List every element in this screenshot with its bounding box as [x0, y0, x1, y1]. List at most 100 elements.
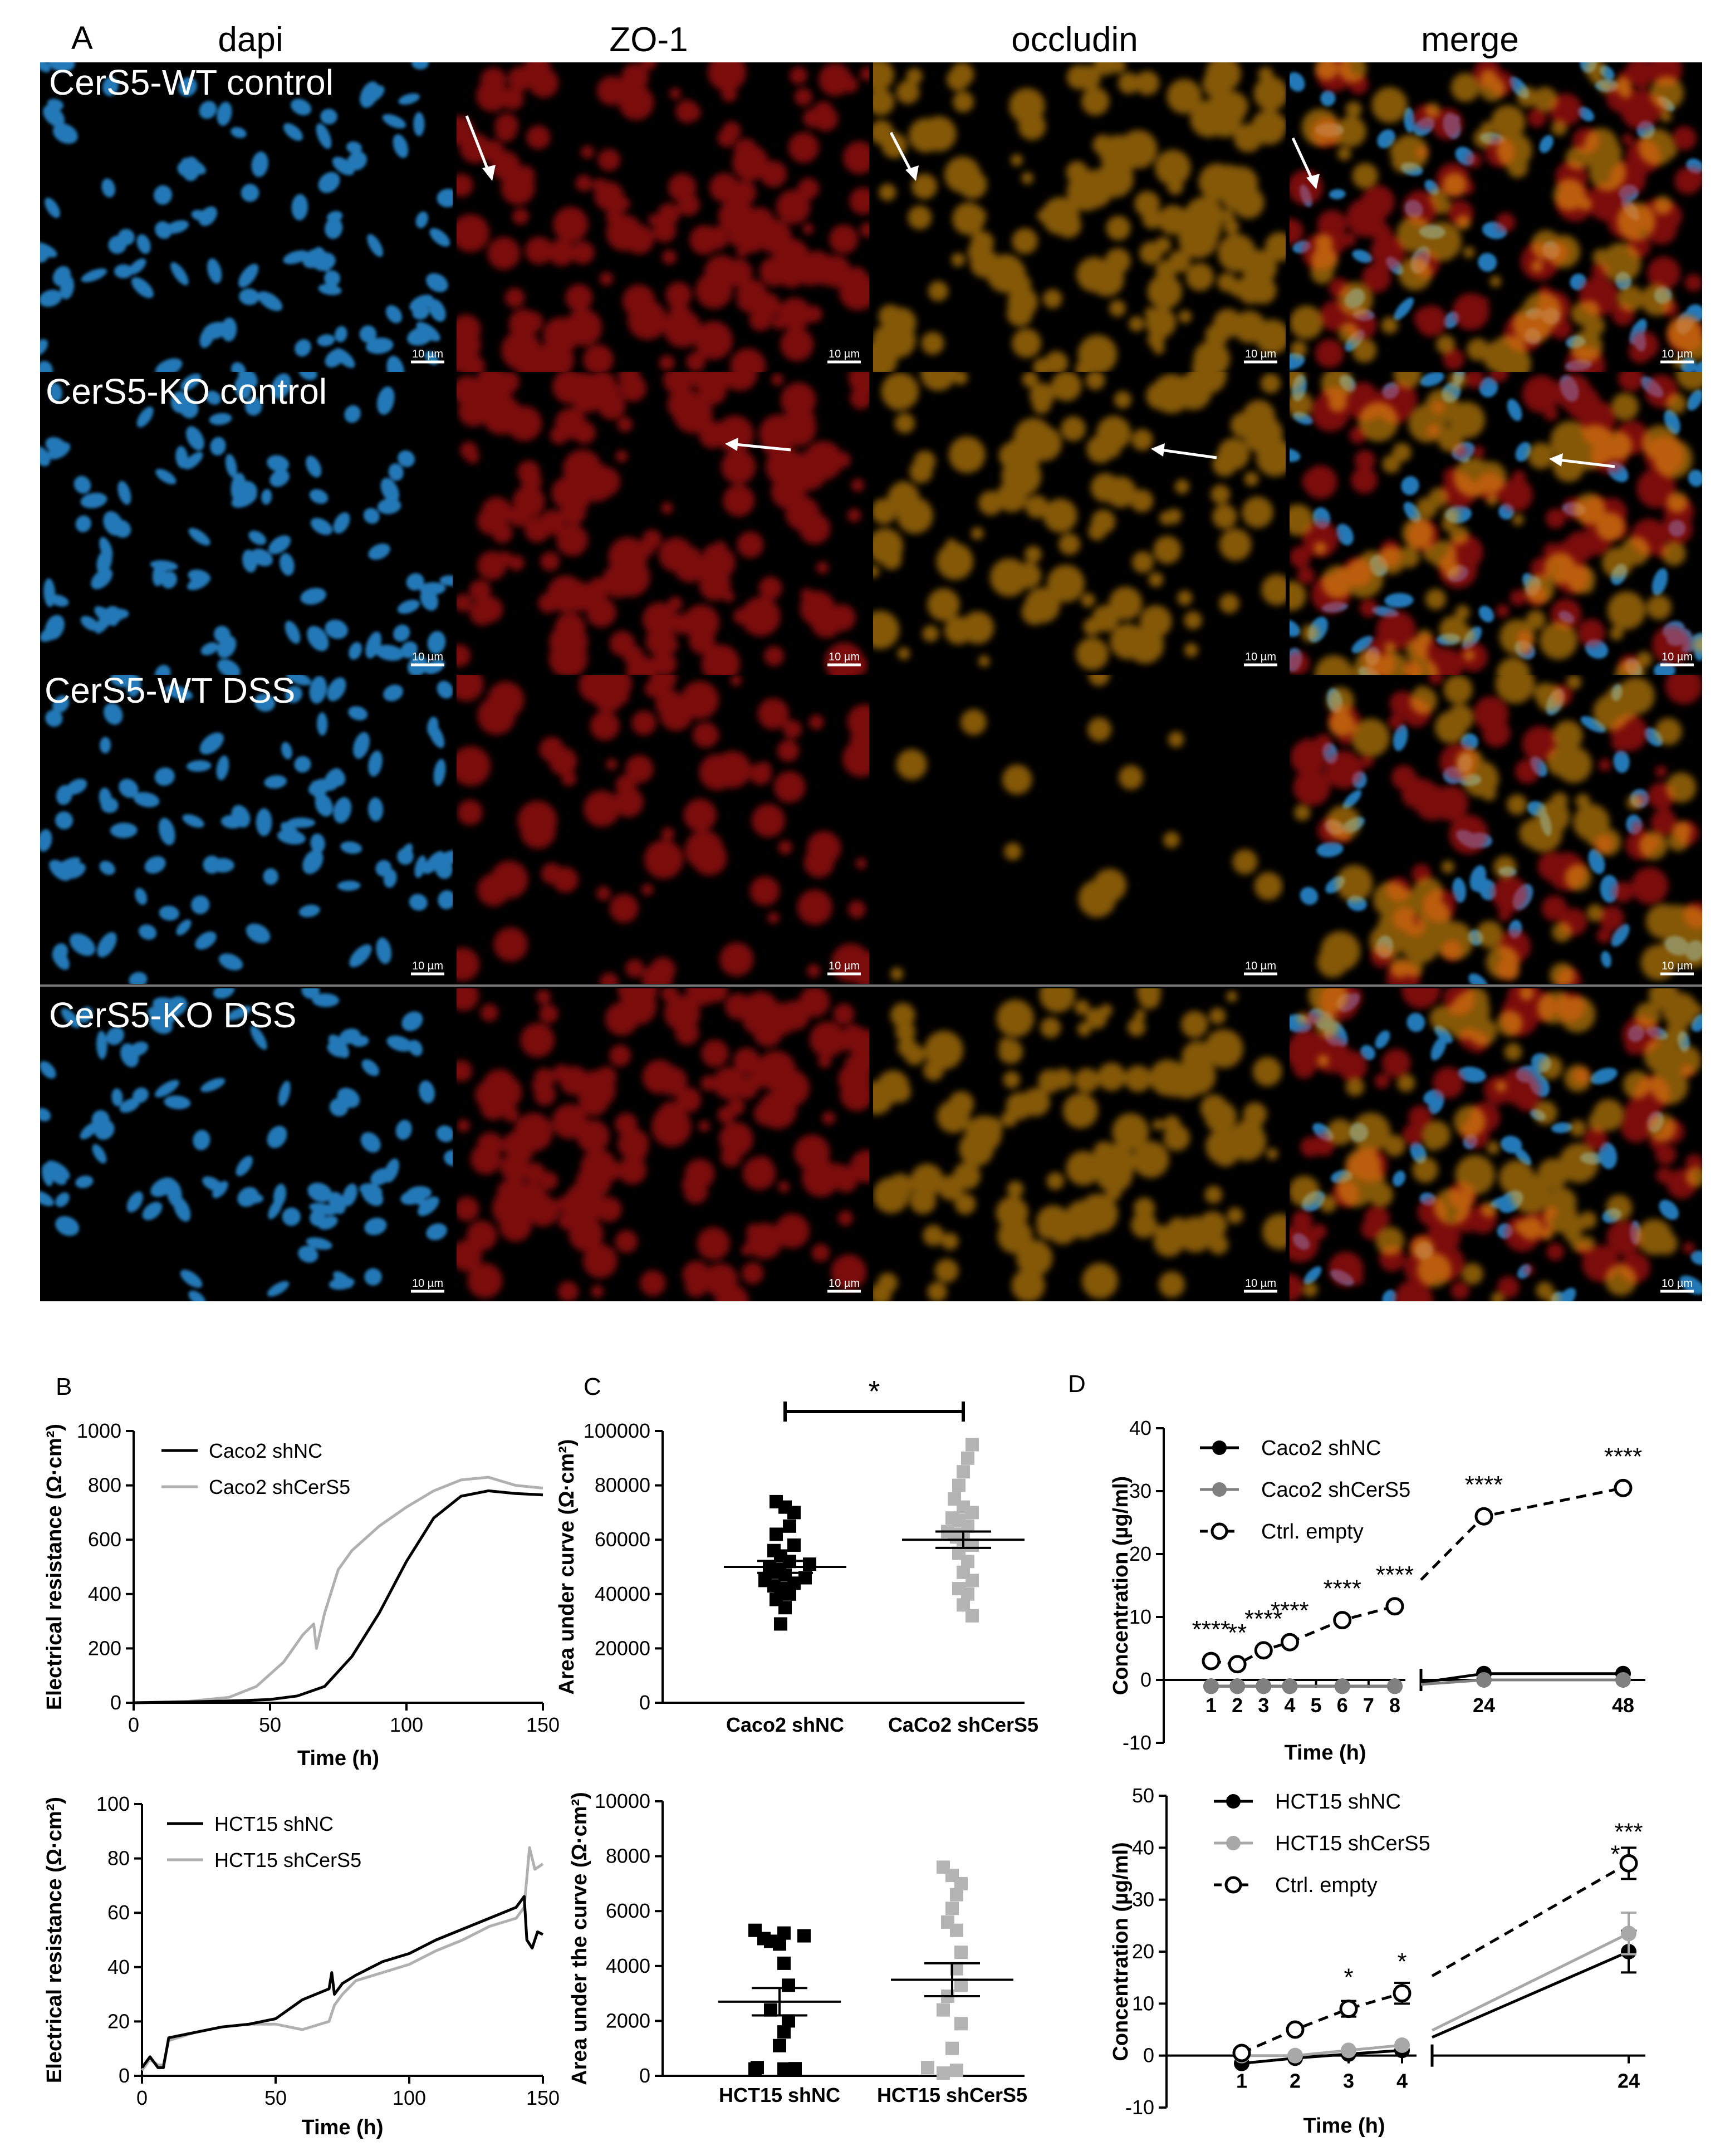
stain-blob	[1570, 1234, 1587, 1252]
stain-blob	[1040, 1017, 1061, 1038]
stain-blob	[563, 581, 594, 612]
nucleus	[325, 349, 345, 367]
stain-blob	[1135, 71, 1160, 96]
stain-blob	[1498, 908, 1512, 922]
stain-blob	[1463, 649, 1475, 661]
stain-blob	[508, 555, 525, 571]
stain-blob	[849, 187, 869, 215]
stain-blob	[1439, 615, 1468, 644]
stain-blob	[1531, 260, 1543, 272]
stain-blob	[1200, 1094, 1228, 1122]
scale-bar-label: 10 µm	[829, 960, 860, 972]
stain-blob	[1012, 328, 1042, 358]
stain-blob	[1525, 574, 1555, 604]
nucleus	[427, 717, 439, 737]
nucleus	[365, 337, 394, 354]
nucleus	[231, 362, 246, 372]
stain-blob	[843, 141, 869, 174]
data-point	[1385, 1597, 1404, 1616]
nucleus	[1507, 399, 1522, 422]
x-tick-label: 8	[1389, 1694, 1400, 1717]
stain-blob	[1499, 619, 1535, 655]
data-point	[966, 1438, 979, 1452]
nucleus	[425, 273, 448, 292]
nucleus	[257, 291, 283, 311]
stain-blob	[625, 959, 644, 978]
stain-blob	[522, 311, 543, 332]
nucleus	[80, 1121, 99, 1140]
stain-blob	[1002, 765, 1032, 795]
stain-blob	[807, 964, 821, 978]
stain-blob	[641, 62, 656, 70]
nucleus	[397, 600, 420, 614]
stain-blob	[1252, 1057, 1282, 1086]
stain-blob	[723, 484, 755, 517]
nucleus	[1430, 1036, 1447, 1061]
stain-blob	[1499, 478, 1533, 512]
stain-blob	[756, 1050, 796, 1091]
stain-blob	[996, 481, 1027, 512]
stain-blob	[760, 160, 787, 188]
stain-blob	[626, 655, 658, 675]
nucleus	[1351, 636, 1374, 654]
nucleus	[220, 815, 243, 829]
stain-blob	[1519, 819, 1547, 847]
stain-blob	[1507, 794, 1527, 815]
stain-blob	[1425, 102, 1440, 118]
stain-blob	[1606, 1220, 1642, 1256]
significance-annotation: ****	[1376, 1561, 1414, 1589]
nucleus	[444, 1150, 453, 1167]
stain-blob	[817, 1054, 832, 1069]
x-tick-label: 1	[1205, 1694, 1217, 1717]
stain-blob	[508, 66, 533, 91]
stain-blob	[1106, 443, 1121, 458]
nucleus	[333, 1271, 352, 1288]
nucleus	[155, 1080, 179, 1097]
stain-blob	[1044, 351, 1069, 372]
stain-blob	[1290, 546, 1311, 568]
stain-blob	[1039, 988, 1075, 1013]
stain-blob	[1051, 372, 1082, 401]
nucleus	[1468, 973, 1488, 984]
nucleus	[307, 1182, 332, 1203]
stain-blob	[887, 1173, 914, 1199]
stain-blob	[1519, 988, 1534, 1001]
stain-blob	[1450, 1281, 1470, 1300]
stain-blob	[1099, 1004, 1113, 1017]
data-point	[1393, 1984, 1412, 2003]
significance-annotation: ****	[1323, 1575, 1361, 1603]
stain-blob	[1337, 146, 1351, 161]
nucleus	[40, 242, 57, 258]
stain-blob	[1243, 400, 1275, 433]
nucleus	[217, 635, 237, 658]
nucleus	[195, 931, 217, 950]
stain-blob	[1589, 154, 1626, 191]
nucleus	[99, 537, 113, 560]
nucleus	[298, 904, 320, 918]
stain-blob	[512, 208, 529, 225]
stain-blob	[661, 249, 677, 265]
data-point	[952, 1478, 966, 1492]
stain-blob	[1402, 517, 1434, 549]
stain-blob	[1661, 513, 1693, 545]
stain-blob	[1290, 1175, 1320, 1207]
stain-blob	[661, 502, 673, 514]
stain-blob	[1127, 1018, 1146, 1037]
significance-annotation: ****	[1271, 1597, 1309, 1624]
nucleus	[332, 156, 355, 175]
stain-blob	[1217, 234, 1256, 272]
stain-blob	[638, 538, 656, 557]
stain-blob	[1297, 566, 1315, 585]
micrograph-tile	[1290, 988, 1702, 1301]
stain-blob	[1167, 178, 1184, 195]
stain-blob	[1234, 282, 1246, 294]
stain-blob	[1546, 1187, 1577, 1218]
stain-blob	[719, 1122, 754, 1157]
stain-blob	[1131, 551, 1154, 574]
stain-blob	[1227, 1207, 1243, 1224]
stain-blob	[1081, 593, 1095, 607]
stain-blob	[457, 1240, 482, 1272]
x-tick-label: 3	[1343, 2070, 1354, 2093]
stain-blob	[641, 964, 673, 984]
